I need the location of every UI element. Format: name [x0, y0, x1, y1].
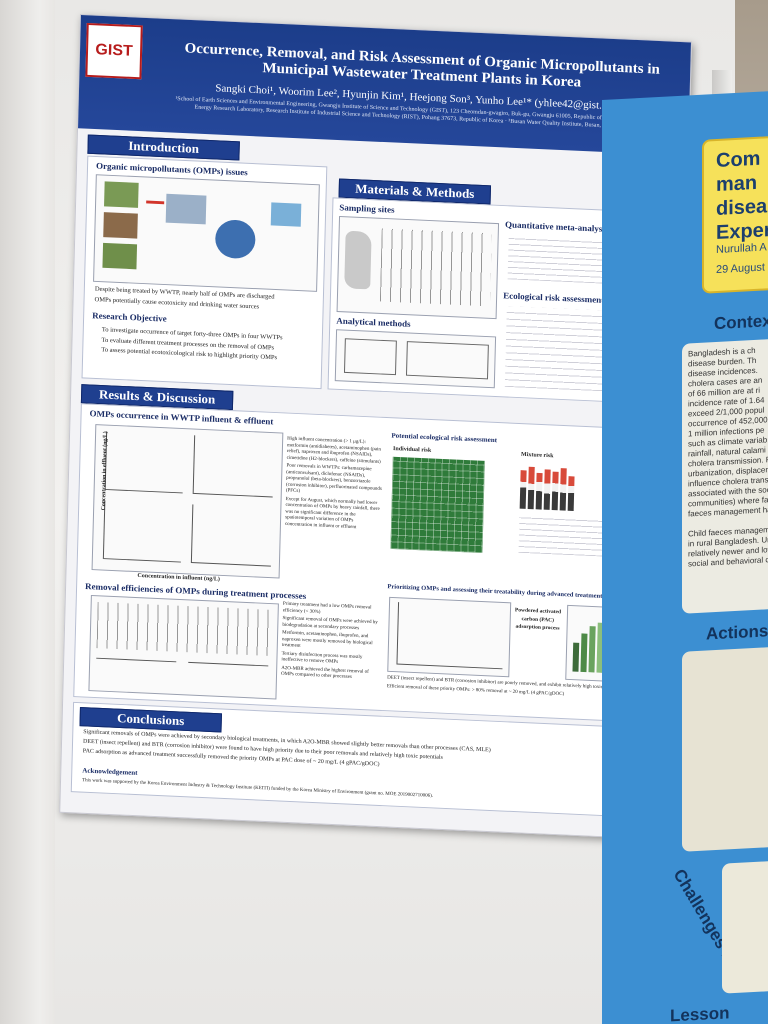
gist-logo: GIST [85, 22, 143, 80]
lessons-heading: Lesson [670, 1003, 730, 1024]
occurrence-scatter-plots [91, 424, 284, 579]
context-heading: Context [714, 310, 768, 334]
stacked-bar [559, 468, 567, 511]
bar [572, 642, 580, 672]
analytical-methods-diagram [334, 329, 497, 389]
wwtp-icon [165, 193, 207, 225]
bullet-text: Poor removals in WWTPs: carbamazepine (a… [285, 463, 382, 494]
arrow-icon [146, 200, 165, 205]
axis-line [190, 504, 194, 563]
stacked-bar [567, 476, 575, 512]
stacked-bar [551, 471, 559, 511]
risk-title: Potential ecological risk assessment [391, 431, 498, 445]
results-panel: OMPs occurrence in WWTP influent & efflu… [73, 403, 671, 724]
context-card: Bangladesh is a ch disease burden. Th di… [682, 335, 768, 614]
photo-thumbnail [103, 212, 138, 239]
adjacent-poster: Com man disea Exper Nurullah A 29 August… [602, 87, 768, 1024]
actions-card [682, 643, 768, 852]
stacked-bar [543, 469, 551, 510]
stacked-bar [527, 466, 535, 510]
boxplot-grid [96, 602, 272, 656]
axis-line [190, 562, 271, 567]
individual-risk-label: Individual risk [392, 446, 432, 454]
axis-line [192, 492, 273, 498]
axis-line [96, 657, 177, 663]
bullet-text: Except for August, which normally had lo… [284, 496, 380, 530]
mixture-risk-bars [519, 464, 575, 512]
occurrence-bullets: High influent concentration (> 1 μg/L): … [285, 437, 383, 534]
axis-line [396, 663, 503, 670]
acknowledgement-title: Acknowledgement [82, 766, 138, 777]
lcms-box [405, 341, 489, 380]
introduction-panel: Organic micropollutants (OMPs) issues De… [81, 155, 328, 390]
axis-line [192, 435, 196, 493]
context-text: Bangladesh is a ch disease burden. Th di… [688, 345, 768, 569]
stacked-bar [519, 470, 527, 509]
bar [580, 633, 588, 673]
removal-boxplots [88, 595, 279, 700]
bullet-text: A2O-MBR achieved the highest removal of … [281, 665, 369, 680]
bullet-text: Metformin, acetaminophen, ibuprofen, and… [281, 630, 373, 649]
removal-bullets: Primary treatment had a low OMPs removal… [281, 602, 379, 685]
bar [588, 626, 596, 673]
adjacent-poster-title: Com man disea Exper [716, 147, 768, 245]
mixture-risk-label: Mixture risk [520, 451, 554, 460]
process-flow-diagram [379, 228, 492, 307]
bullet-text: High influent concentration (> 1 μg/L): … [286, 436, 381, 465]
axis-line [396, 602, 400, 664]
research-poster: GIST Occurrence, Removal, and Risk Asses… [59, 14, 692, 841]
axis-line [188, 661, 269, 667]
stacked-bar [535, 472, 543, 510]
toxicity-removal-scatter [387, 596, 512, 678]
water-cycle-icon [214, 219, 256, 260]
photo-thumbnail [104, 181, 139, 208]
sampling-sites-map [336, 215, 500, 320]
conclusions-list: Significant removals of OMPs were achiev… [83, 728, 654, 782]
adjacent-poster-author: Nurullah A [716, 241, 767, 257]
challenges-card [722, 857, 768, 994]
meta-analysis-title: Quantitative meta-analysis [504, 219, 609, 234]
photo-thumbnail [102, 242, 138, 270]
axis-line [104, 488, 183, 494]
water-tap-icon [270, 202, 302, 227]
analytical-methods-title: Analytical methods [336, 315, 411, 329]
adjacent-poster-title-box: Com man disea Exper Nurullah A 29 August… [702, 132, 768, 294]
omps-issues-diagram [93, 174, 320, 292]
adjacent-poster-date: 29 August - [716, 261, 768, 277]
research-objective-title: Research Objective [92, 310, 167, 324]
individual-risk-heatmap [390, 456, 485, 554]
acknowledgement-text: This work was supported by the Korea Env… [82, 778, 434, 799]
pac-label: Powdered activated carbon (PAC) adsorpti… [514, 607, 562, 632]
sampling-sites-title: Sampling sites [339, 202, 395, 215]
actions-heading: Actions and p [706, 619, 768, 644]
spe-box [343, 338, 397, 376]
korea-map-icon [344, 230, 372, 290]
objective-bullets: To investigate occurrence of target fort… [101, 326, 314, 366]
occurrence-title: OMPs occurrence in WWTP influent & efflu… [89, 408, 274, 427]
axis-line [102, 558, 181, 563]
